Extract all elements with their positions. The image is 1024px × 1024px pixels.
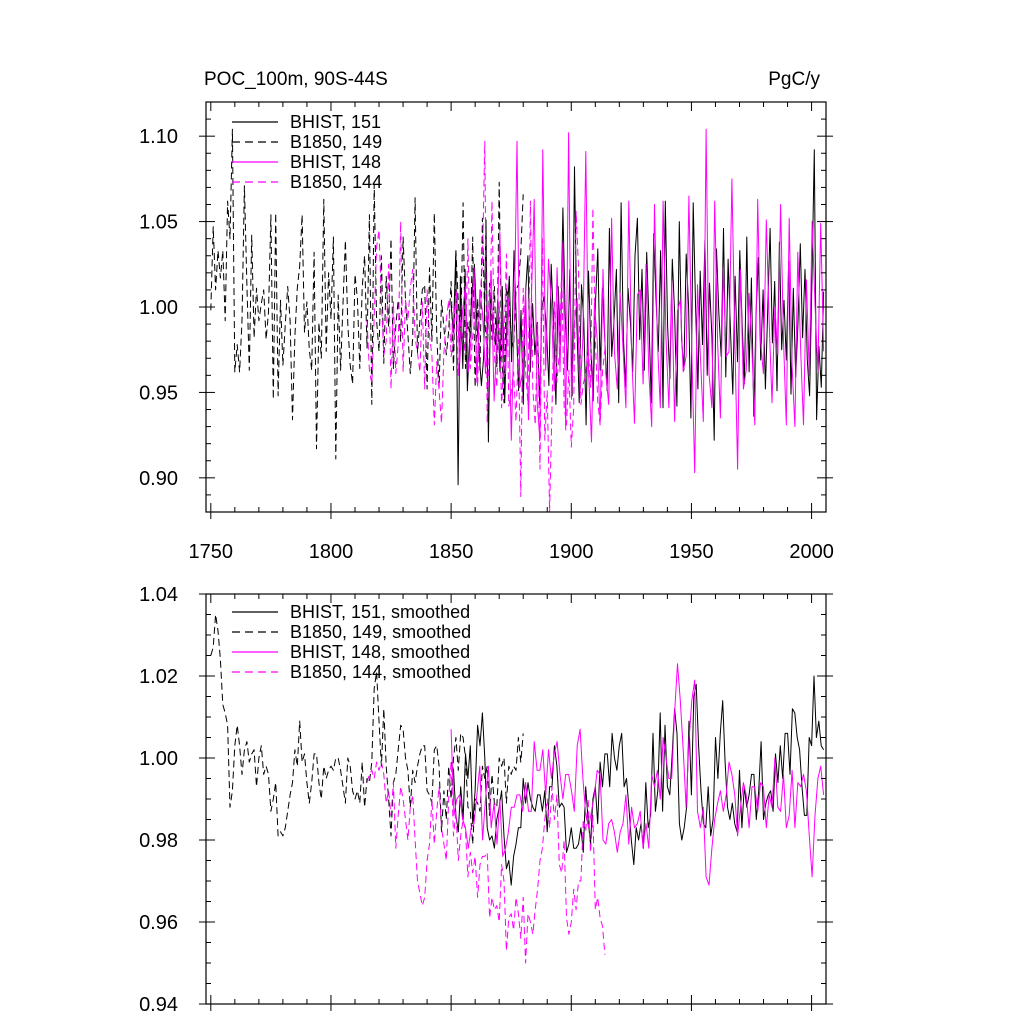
series-line-1-1 [210, 614, 524, 845]
legend-label-0: BHIST, 151, smoothed [290, 602, 470, 622]
x-tick-label: 1850 [429, 541, 474, 563]
y-tick-label: 0.98 [139, 830, 178, 852]
y-tick-label: 0.90 [139, 468, 178, 490]
y-tick-label: 0.94 [139, 994, 178, 1016]
legend-label-2: BHIST, 148 [290, 152, 381, 172]
legend-label-2: BHIST, 148, smoothed [290, 642, 470, 662]
y-tick-label: 1.02 [139, 666, 178, 688]
y-tick-label: 1.00 [139, 297, 178, 319]
x-tick-label: 1800 [309, 541, 354, 563]
y-tick-label: 0.96 [139, 912, 178, 934]
y-tick-label: 1.10 [139, 126, 178, 148]
series-line-0-2 [450, 128, 825, 474]
legend-label-0: BHIST, 151 [290, 112, 381, 132]
y-tick-label: 1.00 [139, 748, 178, 770]
series-line-0-1 [210, 128, 524, 460]
legend-label-1: B1850, 149, smoothed [290, 622, 471, 642]
legend-label-1: B1850, 149 [290, 132, 382, 152]
top-chart-units: PgC/y [768, 69, 820, 90]
top-chart-title: POC_100m, 90S-44S [204, 69, 388, 90]
bottom-panel: 0.94 0.96 0.98 1.00 1.02 1.04 BHIST, 151, smoo… [139, 584, 833, 1016]
x-tick-label: 1750 [189, 541, 234, 563]
legend-label-3: B1850, 144 [290, 172, 382, 192]
y-tick-label: 1.04 [139, 584, 178, 606]
series-line-0-0 [450, 149, 825, 486]
y-tick-label: 1.05 [139, 212, 178, 234]
x-tick-label: 1900 [549, 541, 594, 563]
x-tick-label: 1950 [669, 541, 714, 563]
x-tick-label: 2000 [789, 541, 834, 563]
series-line-1-0 [450, 675, 825, 886]
series-line-1-3 [366, 761, 606, 964]
series-line-0-3 [366, 140, 606, 513]
top-panel: POC_100m, 90S-44S PgC/y 1750 1800 1850 1900… [139, 69, 834, 563]
bottom-plot-area: 0.94 0.96 0.98 1.00 1.02 1.04 BHIST, 151, smoo… [139, 584, 833, 1016]
legend-label-3: B1850, 144, smoothed [290, 662, 471, 682]
series-line-1-2 [450, 663, 825, 886]
y-tick-label: 0.95 [139, 382, 178, 404]
top-plot-area: 1750 1800 1850 1900 1950 2000 0.90 0.95 1.00 1.05… [139, 101, 834, 563]
